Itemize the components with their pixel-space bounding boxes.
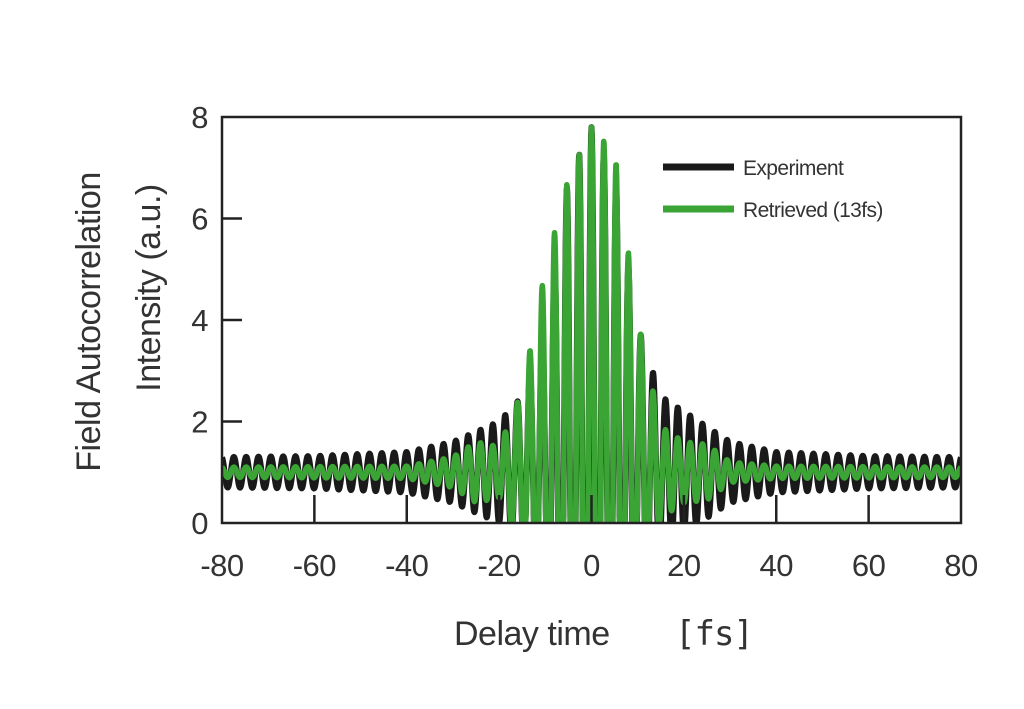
x-tick-label: -80 — [200, 548, 244, 583]
x-axis-title: Delay time — [454, 615, 610, 653]
ticks-layer: -80 -60 -40 -20 0 20 40 60 80 0 2 4 6 8 — [191, 100, 978, 583]
series-line-retrieved — [222, 124, 961, 523]
x-tick-label: 20 — [667, 548, 701, 583]
y-tick-label: 2 — [191, 405, 208, 440]
x-tick-label: 0 — [583, 548, 600, 583]
series-layer — [222, 124, 961, 523]
x-tick-label: -40 — [385, 548, 429, 583]
x-tick-label: 80 — [944, 548, 978, 583]
legend-label: Retrieved (13fs) — [743, 199, 883, 222]
y-tick-label: 6 — [191, 202, 208, 237]
y-axis-title-line1: Field Autocorrelation — [70, 172, 108, 471]
x-tick-label: 60 — [852, 548, 886, 583]
y-tick-label: 8 — [191, 100, 208, 135]
x-tick-label: -20 — [477, 548, 521, 583]
y-tick-label: 4 — [191, 303, 208, 338]
x-tick-label: -60 — [293, 548, 337, 583]
y-tick-label: 0 — [191, 506, 208, 541]
x-axis-unit: [fs] — [675, 614, 753, 654]
y-axis-title-line2: Intensity (a.u.) — [130, 184, 168, 391]
legend-label: Experiment — [743, 157, 844, 180]
legend: Experiment Retrieved (13fs) — [663, 157, 883, 222]
x-tick-label: 40 — [760, 548, 794, 583]
